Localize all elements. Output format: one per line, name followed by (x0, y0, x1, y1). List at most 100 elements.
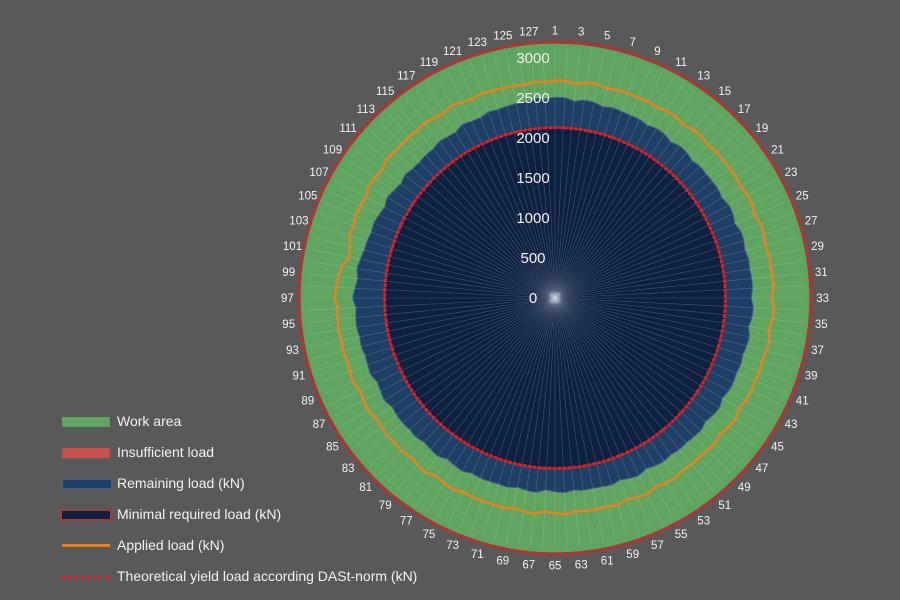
grid-spoke (554, 72, 662, 299)
spoke-label: 87 (313, 419, 326, 431)
grid-spoke (308, 297, 556, 335)
grid-spoke (554, 62, 640, 299)
spoke-label: 51 (718, 500, 731, 512)
grid-spoke (305, 285, 556, 299)
series-applied-load (333, 79, 776, 516)
radial-tick-label: 3000 (516, 50, 549, 67)
grid-spoke (470, 62, 556, 299)
grid-spoke (340, 169, 556, 299)
radial-tick-label: 2500 (516, 90, 549, 107)
grid-spoke (312, 237, 556, 299)
grid-spoke (361, 139, 556, 299)
spoke-label: 15 (718, 86, 731, 98)
spoke-label: 31 (815, 267, 828, 279)
grid-spoke (416, 90, 556, 299)
grid-spoke (554, 83, 684, 299)
spoke-label: 9 (654, 46, 660, 58)
grid-spoke (305, 297, 556, 311)
grid-spoke (554, 77, 673, 299)
grid-spoke (554, 297, 749, 457)
spoke-label: 75 (423, 529, 436, 541)
spoke-label: 67 (522, 559, 535, 571)
spoke-label: 53 (697, 516, 710, 528)
grid-spoke (310, 297, 556, 347)
grid-spoke (554, 104, 714, 299)
grid-spoke (494, 55, 556, 299)
grid-spoke (554, 285, 805, 299)
grid-spoke (554, 297, 640, 534)
legend-swatch (62, 544, 110, 547)
grid-spoke (530, 297, 556, 547)
spoke-label: 115 (376, 86, 394, 98)
grid-spoke (554, 90, 694, 299)
spoke-labels: 1 3 57911131517192123252729313335373941434… (281, 25, 829, 572)
grid-spoke (554, 297, 763, 437)
spoke-label: 79 (379, 500, 392, 512)
series-theoretical-yield-load (297, 40, 813, 556)
grid-spoke (416, 297, 556, 506)
grid-spoke (554, 121, 732, 299)
radial-tick-label: 0 (529, 290, 537, 307)
grid-spoke (554, 159, 763, 299)
spoke-label: 47 (756, 463, 769, 475)
legend-swatch (62, 448, 110, 458)
grid-spoke (554, 297, 604, 543)
grid-spoke (387, 297, 556, 484)
grid-spoke (554, 297, 800, 347)
grid-spoke (329, 191, 556, 299)
grid-spoke (324, 297, 556, 394)
spoke-label: 13 (697, 71, 710, 83)
grid-spoke (554, 51, 592, 299)
grid-spoke (494, 297, 556, 541)
spoke-label: 117 (397, 71, 415, 83)
spoke-label: 65 (549, 561, 562, 573)
spoke-label: 57 (651, 540, 664, 552)
grid-spoke (554, 297, 616, 541)
grid-spoke (554, 169, 770, 299)
spoke-label: 17 (738, 104, 751, 116)
grid-spoke (369, 297, 556, 466)
spoke-label: 119 (420, 57, 438, 69)
series-areas (300, 43, 810, 553)
spoke-label: 121 (443, 46, 462, 58)
spoke-label: 21 (771, 144, 784, 156)
grid-spoke (554, 273, 804, 299)
legend-label: Work area (117, 413, 182, 429)
grid-spoke (340, 297, 556, 427)
grid-spoke (308, 261, 556, 299)
spoke-label: 1 (552, 25, 558, 37)
grid-spoke (554, 297, 781, 405)
grid-spoke (378, 121, 556, 299)
grid-spoke (396, 297, 556, 492)
spoke-label: 99 (282, 267, 295, 279)
grid-spoke (554, 97, 704, 299)
grid-spoke (506, 53, 556, 299)
grid-spoke (554, 53, 604, 299)
legend-swatch (62, 417, 110, 427)
legend-swatch (62, 576, 110, 579)
grid-spoke (554, 225, 794, 299)
grid-spoke (329, 297, 556, 405)
spoke-label: 83 (342, 463, 355, 475)
grid-spoke (554, 297, 804, 323)
grid-spoke (554, 297, 694, 506)
spoke-label: 93 (286, 345, 299, 357)
grid-spoke (554, 49, 580, 299)
grid-spoke (554, 297, 798, 359)
spoke-label: 101 (283, 241, 302, 253)
grid-spoke (518, 297, 556, 545)
grid-spoke (554, 67, 651, 299)
legend-label: Theoretical yield load according DASt-no… (117, 568, 418, 584)
grid-spoke (554, 297, 794, 371)
grid-spoke (354, 149, 556, 299)
grid-spoke (554, 48, 568, 299)
grid-spoke (554, 180, 776, 299)
series-lines (297, 40, 813, 556)
grid-spoke (324, 202, 556, 299)
spoke-label: 39 (805, 371, 818, 383)
spoke-label: 105 (298, 191, 317, 203)
spoke-label: 71 (471, 549, 484, 561)
spoke-label: 95 (282, 319, 295, 331)
grid-spoke (426, 83, 556, 299)
